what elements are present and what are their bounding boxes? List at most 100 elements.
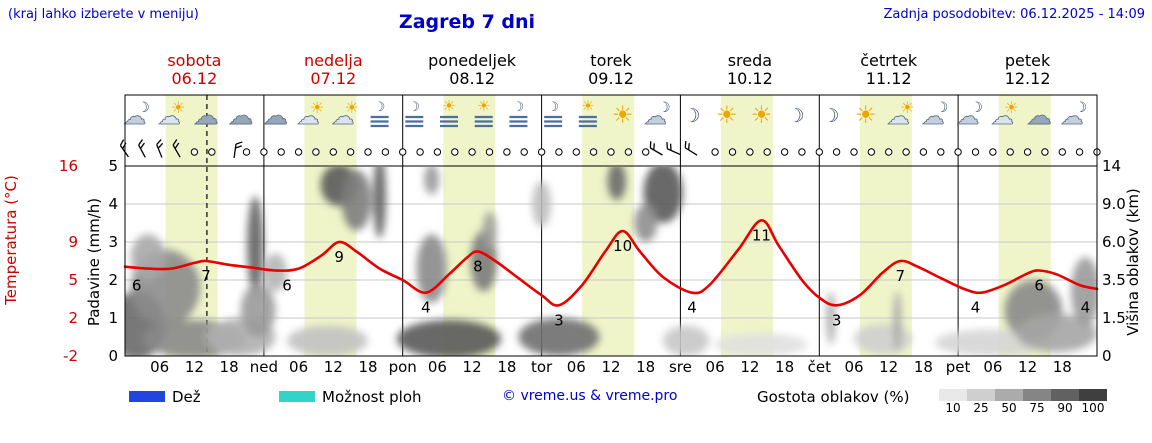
weather-icon-cloud-moon: ☽☁ bbox=[643, 100, 670, 130]
weather-icon-moon: ☽ bbox=[788, 105, 805, 127]
day-name: sreda bbox=[728, 51, 772, 70]
cloud-scale-cell bbox=[1023, 389, 1051, 401]
wind-barb-icon bbox=[684, 141, 698, 156]
wind-calm-icon bbox=[520, 148, 528, 156]
day-name: sobota bbox=[167, 51, 221, 70]
temperature-axis-label: Temperatura (°C) bbox=[2, 175, 20, 306]
svg-text:☽: ☽ bbox=[970, 100, 983, 116]
cloudheight-axis-tick: 14 bbox=[1102, 157, 1121, 175]
svg-text:☽: ☽ bbox=[513, 100, 525, 115]
day-name: nedelja bbox=[304, 51, 363, 70]
x-hour-label: 06 bbox=[428, 358, 447, 376]
weather-icon-cloud-moon: ☽☁ bbox=[1060, 100, 1087, 130]
x-day-label: pet bbox=[946, 358, 971, 376]
temperature-value-label: 7 bbox=[896, 267, 906, 285]
svg-text:☀: ☀ bbox=[171, 98, 185, 117]
weather-icon-sun: ☀ bbox=[612, 101, 634, 129]
svg-text:☁: ☁ bbox=[331, 104, 354, 130]
temperature-value-label: 8 bbox=[473, 258, 483, 276]
svg-text:☽: ☽ bbox=[788, 105, 805, 127]
wind-barb-icon bbox=[172, 139, 181, 158]
x-hour-label: 12 bbox=[463, 358, 482, 376]
x-hour-label: 06 bbox=[567, 358, 586, 376]
weather-icon-moon: ☽ bbox=[683, 105, 700, 127]
weather-icon-sun-cloud: ☀☁ bbox=[296, 98, 324, 130]
last-update-label: Zadnja posodobitev: 06.12.2025 - 14:09 bbox=[883, 7, 1145, 22]
x-hour-label: 06 bbox=[844, 358, 863, 376]
wind-calm-icon bbox=[364, 148, 372, 156]
weather-icon-cloud-moon: ☽☁ bbox=[123, 100, 150, 130]
wind-calm-icon bbox=[954, 148, 962, 156]
wind-calm-icon bbox=[780, 148, 789, 156]
wind-calm-icon bbox=[1075, 148, 1084, 156]
cloud-density-scale: 10 25 50 75 90 100 bbox=[939, 389, 1107, 415]
day-name: torek bbox=[590, 51, 632, 70]
wind-calm-icon bbox=[277, 148, 285, 156]
svg-text:☀: ☀ bbox=[900, 98, 914, 117]
wind-calm-icon bbox=[728, 148, 737, 156]
temperature-value-label: 4 bbox=[687, 299, 697, 317]
copyright-link[interactable]: © vreme.us & vreme.pro bbox=[502, 388, 678, 404]
page-title: Zagreb 7 dni bbox=[398, 11, 536, 33]
wind-barb-icon bbox=[233, 141, 243, 159]
x-hour-label: 12 bbox=[601, 358, 620, 376]
cloud-density-blob bbox=[287, 325, 368, 356]
svg-text:☀: ☀ bbox=[442, 97, 455, 115]
precip-axis-tick: 3 bbox=[108, 233, 118, 251]
day-name: ponedeljek bbox=[428, 51, 517, 70]
cloud-density-blob bbox=[341, 169, 372, 231]
temp-axis-tick: 9 bbox=[68, 233, 78, 251]
svg-text:☁: ☁ bbox=[263, 101, 288, 130]
wind-calm-icon bbox=[208, 148, 216, 156]
x-day-label: čet bbox=[808, 358, 831, 376]
x-hour-label: 18 bbox=[220, 358, 239, 376]
temperature-value-label: 7 bbox=[201, 267, 211, 285]
cloud-scale-cell bbox=[995, 389, 1023, 401]
svg-text:☀: ☀ bbox=[581, 97, 594, 115]
wind-calm-icon bbox=[971, 148, 980, 156]
rain-label: Dež bbox=[172, 388, 201, 406]
showers-label: Možnost ploh bbox=[322, 388, 422, 406]
cloud-scale-pct: 100 bbox=[1081, 401, 1105, 415]
cloud-scale-cell bbox=[1079, 389, 1107, 401]
svg-text:☀: ☀ bbox=[1004, 98, 1018, 117]
day-date: 12.12 bbox=[1005, 69, 1051, 88]
wind-barb-icon bbox=[649, 141, 663, 156]
weather-icon-fog-moon: ☽ bbox=[509, 100, 528, 128]
x-hour-label: 12 bbox=[1018, 358, 1037, 376]
cloud-density-blob bbox=[240, 283, 276, 337]
day-date: 10.12 bbox=[727, 69, 773, 88]
x-hour-label: 06 bbox=[289, 358, 308, 376]
weather-icon-cloud-moon: ☽☁ bbox=[956, 100, 983, 130]
temperature-value-label: 6 bbox=[1034, 277, 1044, 295]
svg-text:☀: ☀ bbox=[716, 101, 738, 129]
temperature-value-label: 4 bbox=[971, 299, 981, 317]
temperature-value-label: 6 bbox=[132, 277, 142, 295]
day-name: petek bbox=[1005, 51, 1051, 70]
cloudheight-axis-tick: 3.5 bbox=[1102, 271, 1126, 289]
cloud-scale-pct: 75 bbox=[1029, 401, 1045, 415]
temp-axis-tick: 16 bbox=[59, 157, 78, 175]
cloudheight-axis-label: Višina oblakov (km) bbox=[1124, 188, 1142, 336]
temp-axis-tick: -2 bbox=[63, 347, 78, 365]
cloud-scale-cell bbox=[939, 389, 967, 401]
precip-axis-tick: 0 bbox=[108, 347, 118, 365]
cloudheight-axis-tick: 6.0 bbox=[1102, 233, 1126, 251]
wind-calm-icon bbox=[416, 148, 424, 156]
svg-text:☽: ☽ bbox=[137, 100, 150, 116]
svg-text:☽: ☽ bbox=[374, 100, 386, 115]
svg-text:☁: ☁ bbox=[1027, 101, 1052, 130]
svg-text:☽: ☽ bbox=[683, 105, 700, 127]
weather-icon-sun-cloud: ☀☁ bbox=[991, 98, 1019, 130]
day-date: 09.12 bbox=[588, 69, 634, 88]
wind-calm-icon bbox=[1058, 148, 1067, 156]
weather-icon-sun-cloud: ☀☁ bbox=[157, 98, 185, 130]
temperature-value-label: 3 bbox=[832, 311, 842, 329]
x-hour-label: 18 bbox=[636, 358, 655, 376]
wind-calm-icon bbox=[329, 148, 337, 156]
weather-icon-cloud: ☁ bbox=[193, 101, 219, 131]
wind-calm-icon bbox=[503, 148, 511, 156]
daylight-band bbox=[859, 95, 912, 356]
temperature-value-label: 3 bbox=[554, 311, 564, 329]
weather-icon-fog-moon: ☽ bbox=[370, 100, 389, 128]
